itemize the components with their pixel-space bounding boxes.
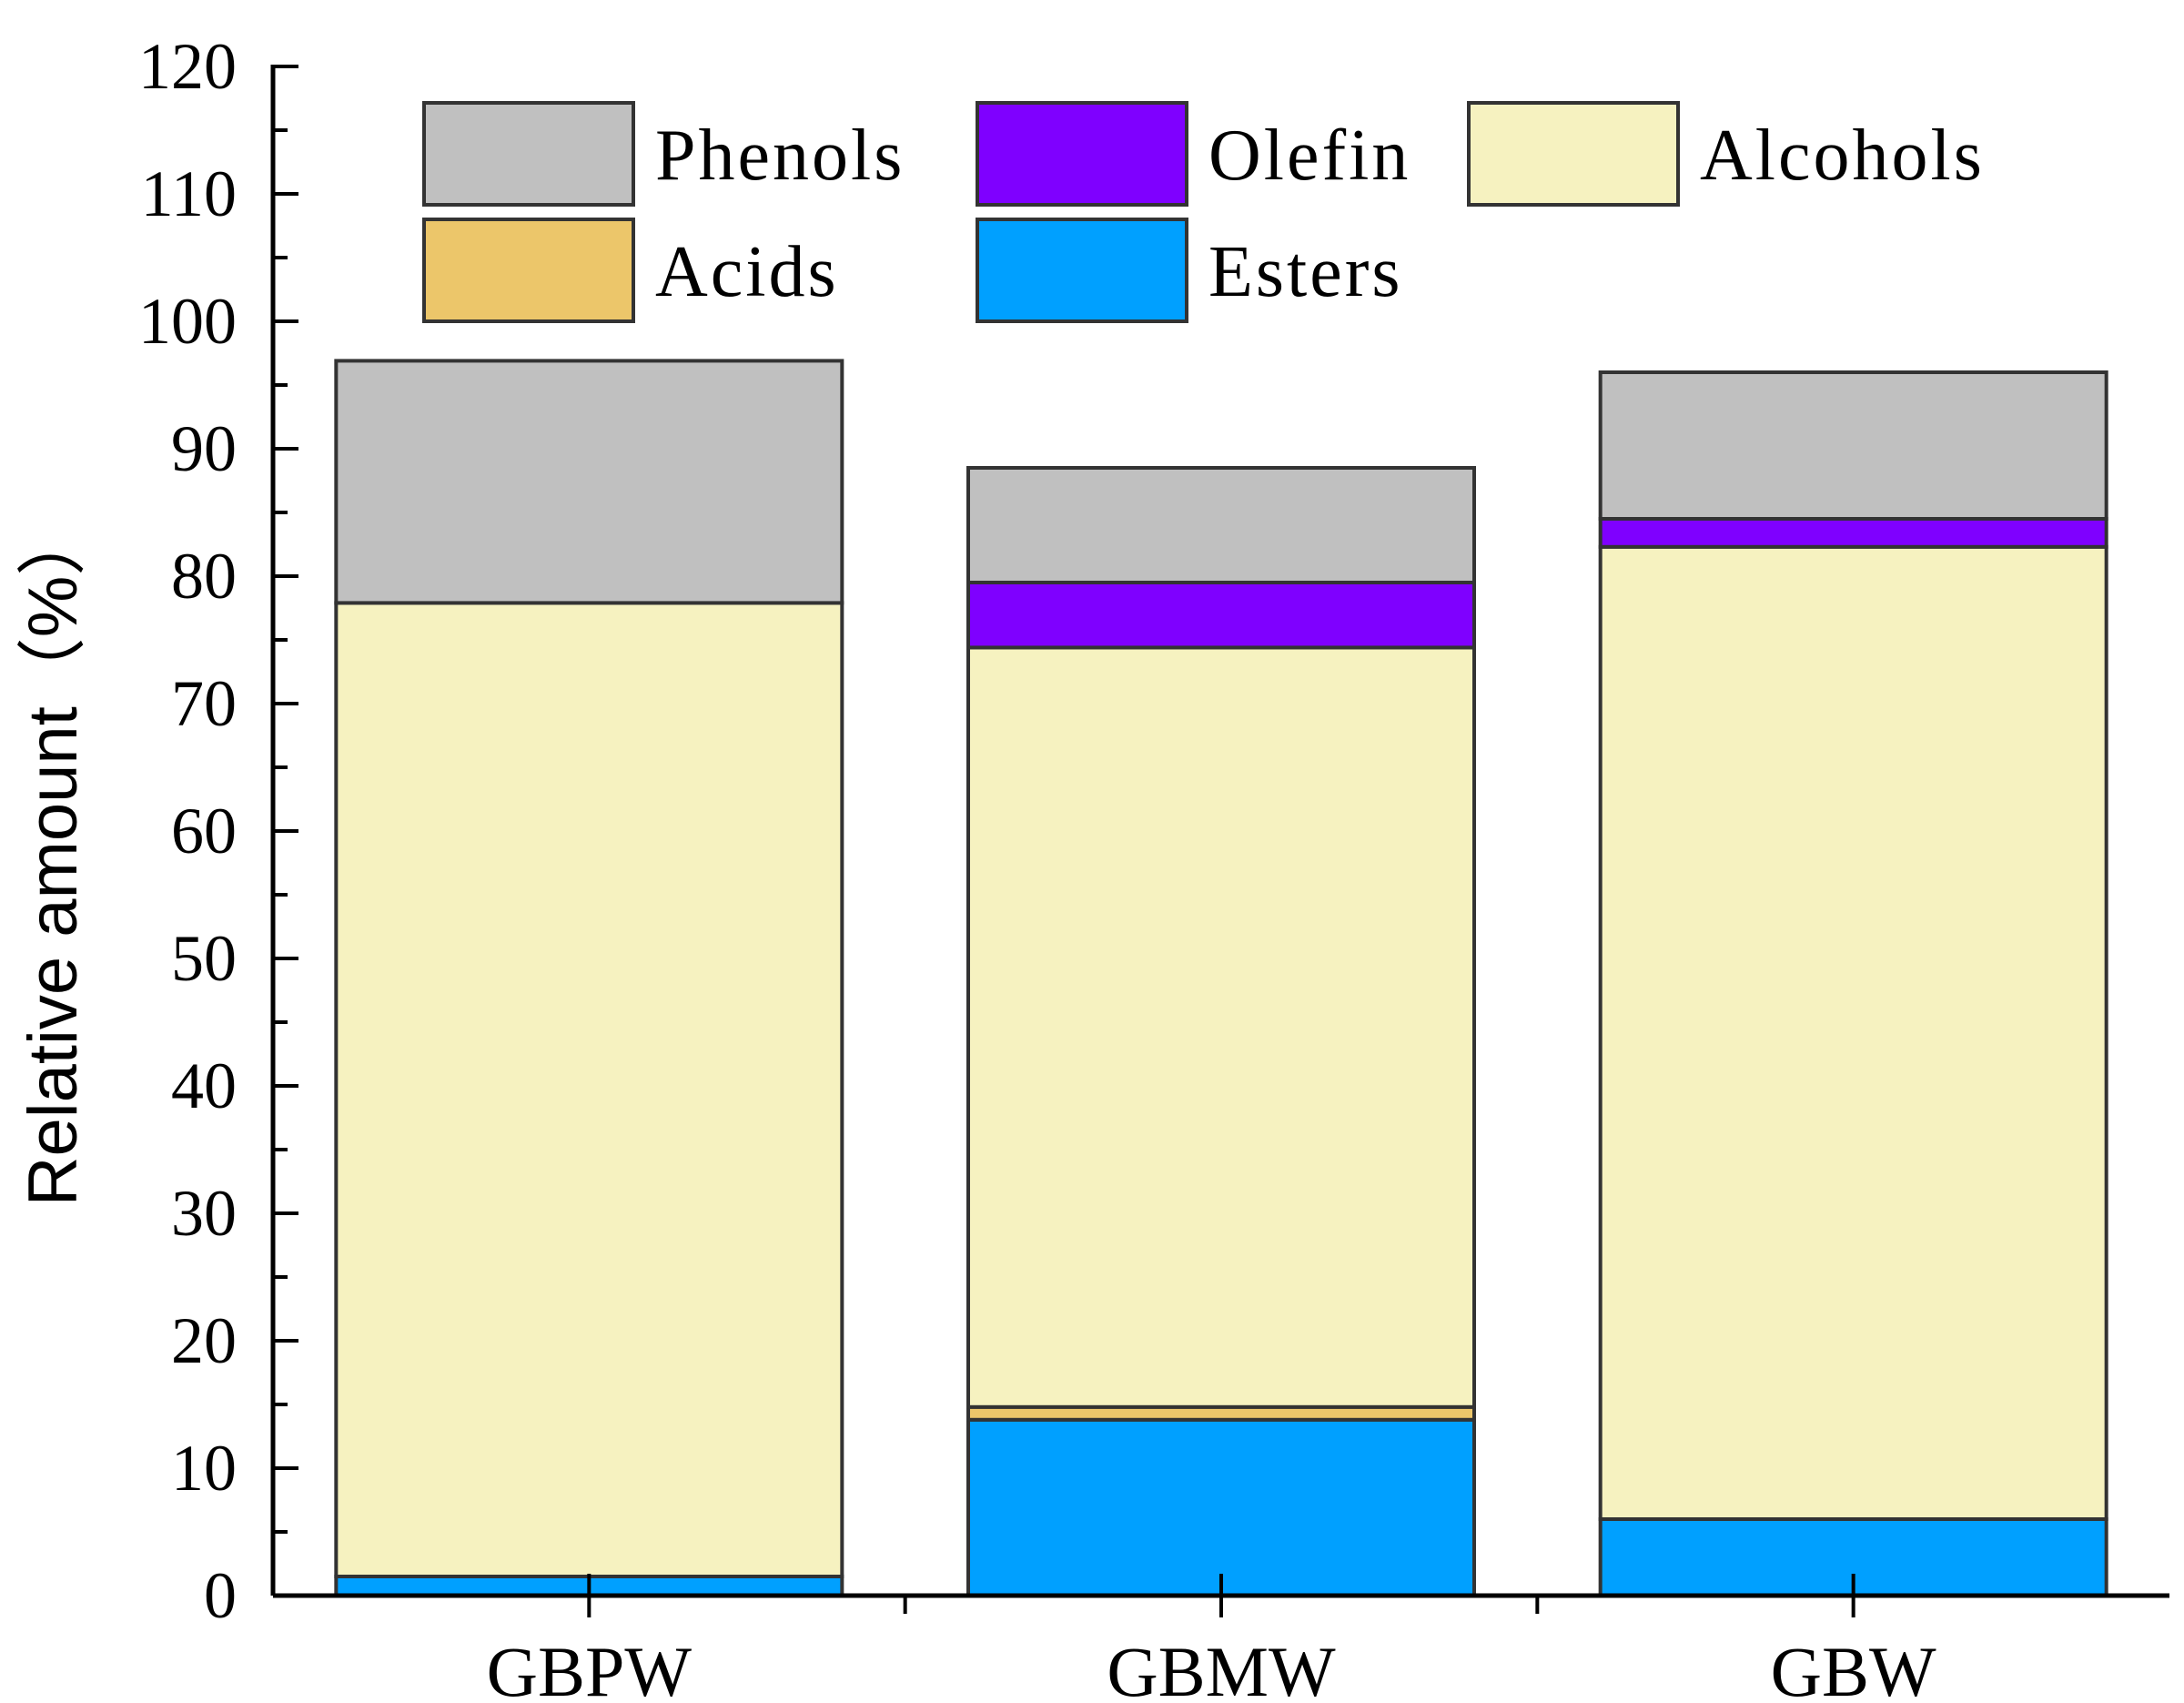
y-tick-label-70: 70 [171,667,237,740]
y-tick-label-10: 10 [171,1432,237,1505]
bar-segment-gbw-phenols [1598,370,2108,521]
y-tick-label-20: 20 [171,1304,237,1377]
bar-segment-gbmw-acids [966,1404,1476,1422]
y-tick-label-110: 110 [141,157,237,230]
legend-label-acids: Acids [655,232,839,312]
legend-item-phenols: Phenols [422,101,905,207]
bars-layer [334,359,2108,1598]
y-tick-label-100: 100 [138,285,237,358]
x-tick-label-gbpw: GBPW [487,1632,693,1698]
y-tick-label-60: 60 [171,795,237,867]
bar-segment-gbw-alcohols [1598,544,2108,1521]
legend-item-olefin: Olefin [976,101,1410,207]
bar-segment-gbw-olefin [1598,517,2108,549]
bar-segment-gbmw-esters [966,1417,1476,1598]
legend-label-phenols: Phenols [655,116,905,196]
bar-segment-gbmw-phenols [966,466,1476,584]
legend-item-esters: Esters [976,218,1403,323]
legend-swatch-alcohols [1467,101,1680,207]
legend: Phenols Olefin Alcohols Acids Esters [422,101,1985,323]
legend-swatch-acids [422,218,635,323]
legend-swatch-phenols [422,101,635,207]
y-tick-label-120: 120 [138,30,237,103]
legend-swatch-esters [976,218,1188,323]
legend-item-acids: Acids [422,218,839,323]
y-tick-label-80: 80 [171,540,237,613]
bar-segment-gbpw-alcohols [334,601,844,1578]
legend-label-esters: Esters [1208,232,1403,312]
y-tick-label-30: 30 [171,1177,237,1250]
bar-segment-gbpw-phenols [334,359,844,605]
bar-segment-gbmw-olefin [966,581,1476,650]
y-tick-label-90: 90 [171,412,237,485]
y-axis-title: Relative amount（%） [15,507,92,1207]
axes-layer: GBPW GBMW GBW 0 10 20 30 40 50 60 70 80 90 100 110 120 [138,30,2169,1703]
y-tick-label-50: 50 [171,922,237,995]
legend-swatch-olefin [976,101,1188,207]
x-tick-label-gbw: GBW [1771,1632,1936,1698]
y-tick-label-0: 0 [204,1559,237,1632]
legend-label-alcohols: Alcohols [1700,116,1985,196]
bar-segment-gbmw-alcohols [966,645,1476,1409]
legend-item-alcohols: Alcohols [1467,101,1985,207]
legend-label-olefin: Olefin [1208,116,1410,196]
y-tick-label-40: 40 [171,1049,237,1122]
x-tick-label-gbmw: GBMW [1107,1632,1336,1698]
